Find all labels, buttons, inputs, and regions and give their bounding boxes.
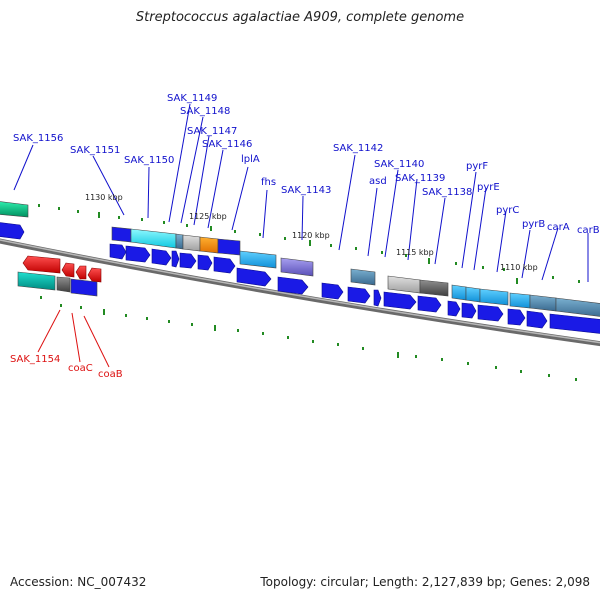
feature-sak1143	[280, 257, 314, 277]
reverse-gene-track	[17, 255, 102, 297]
gene-arrow	[179, 252, 197, 269]
genome-summary-text: Topology: circular; Length: 2,127,839 bp…	[260, 575, 590, 589]
gene-label-carA: carA	[547, 222, 570, 233]
feature-sak1156	[0, 201, 29, 218]
scale-tick-row-inner	[40, 296, 577, 381]
gene-label-lplA: lplA	[241, 154, 260, 165]
gene-arrow	[383, 291, 417, 310]
gene-arrow	[236, 267, 272, 287]
feature-sak1150	[130, 228, 177, 249]
gene-arrow	[321, 282, 344, 300]
feature-sak1147	[199, 236, 219, 254]
feature-sak1148	[182, 234, 201, 252]
gene-arrow-reverse	[61, 262, 75, 278]
map-title: Streptococcus agalactiae A909, complete …	[135, 10, 465, 25]
forward-gene-track	[0, 222, 600, 334]
gene-label-sak1138: SAK_1138	[422, 187, 472, 198]
scale-label: 1115 kbp	[396, 248, 434, 257]
gene-label-sak1154: SAK_1154	[10, 354, 60, 365]
gene-arrow	[461, 302, 477, 319]
genome-backbone	[0, 238, 600, 347]
gene-label-sak1140: SAK_1140	[374, 159, 424, 170]
gene-arrow	[109, 243, 127, 260]
feature-pyrF	[451, 284, 467, 301]
gene-label-sak1148: SAK_1148	[180, 106, 230, 117]
gene-label-sak1139: SAK_1139	[395, 173, 445, 184]
feature-sak1149	[175, 233, 184, 250]
feature-sak1151	[111, 226, 132, 243]
feature-sak1146	[217, 238, 241, 256]
gene-arrow	[171, 250, 180, 268]
gene-arrow	[197, 254, 213, 271]
accession-text: Accession: NC_007432	[10, 575, 147, 589]
feature-sak1154	[17, 271, 56, 291]
feature-asd	[387, 275, 421, 294]
feature-coaC	[56, 276, 71, 293]
gene-arrow	[213, 256, 236, 274]
scale-label: 1125 kbp	[189, 212, 227, 221]
label-leader-lines	[13, 103, 589, 282]
feature-lplA	[239, 250, 277, 269]
gene-arrow	[417, 295, 442, 313]
gene-arrow	[549, 313, 600, 334]
gene-label-pyrC: pyrC	[496, 205, 519, 216]
gene-arrow	[507, 308, 526, 326]
feature-pyrC	[479, 288, 509, 306]
feature-carB	[555, 297, 600, 317]
gene-label-coaB: coaB	[98, 369, 123, 380]
feature-pyrE	[465, 286, 481, 303]
feature-sak1142	[350, 268, 376, 286]
feature-track-outer	[0, 201, 600, 317]
gene-label-sak1149: SAK_1149	[167, 93, 217, 104]
scale-label: 1130 kbp	[85, 193, 123, 202]
scale-label: 1120 kbp	[292, 231, 330, 240]
gene-label-fhs: fhs	[261, 177, 276, 188]
gene-arrow	[277, 276, 309, 295]
gene-arrow-reverse	[22, 255, 61, 274]
gene-label-carB: carB	[577, 225, 600, 236]
gene-arrow-reverse	[75, 265, 87, 280]
gene-label-coaC: coaC	[68, 363, 93, 374]
scale-tick-row-outer	[38, 204, 580, 284]
gene-arrow	[447, 300, 461, 317]
gene-label-asd: asd	[369, 176, 387, 187]
feature-coaB	[70, 278, 98, 297]
gene-label-sak1143: SAK_1143	[281, 185, 331, 196]
genome-backbone-highlight	[0, 239, 600, 344]
gene-arrow	[373, 289, 382, 307]
label-leader-lines-reverse	[37, 309, 110, 368]
gene-label-pyrE: pyrE	[477, 182, 500, 193]
gene-label-sak1146: SAK_1146	[202, 139, 252, 150]
gene-label-pyrB: pyrB	[522, 219, 545, 230]
gene-arrow	[526, 310, 548, 329]
gene-label-pyrF: pyrF	[466, 161, 488, 172]
gene-arrow	[151, 248, 172, 266]
gene-arrow	[0, 222, 25, 240]
gene-label-sak1156: SAK_1156	[13, 133, 63, 144]
feature-sak1140	[419, 279, 449, 297]
gene-label-sak1142: SAK_1142	[333, 143, 383, 154]
gene-label-sak1151: SAK_1151	[70, 145, 120, 156]
gene-label-sak1150: SAK_1150	[124, 155, 174, 166]
gene-arrow	[125, 245, 151, 263]
scale-label: 1110 kbp	[500, 263, 538, 272]
gene-arrow	[477, 304, 504, 322]
feature-carA	[529, 294, 557, 312]
feature-pyrB	[509, 292, 531, 309]
gene-arrow	[347, 286, 371, 304]
gene-label-sak1147: SAK_1147	[187, 126, 237, 137]
gene-arrow-reverse	[87, 267, 102, 283]
